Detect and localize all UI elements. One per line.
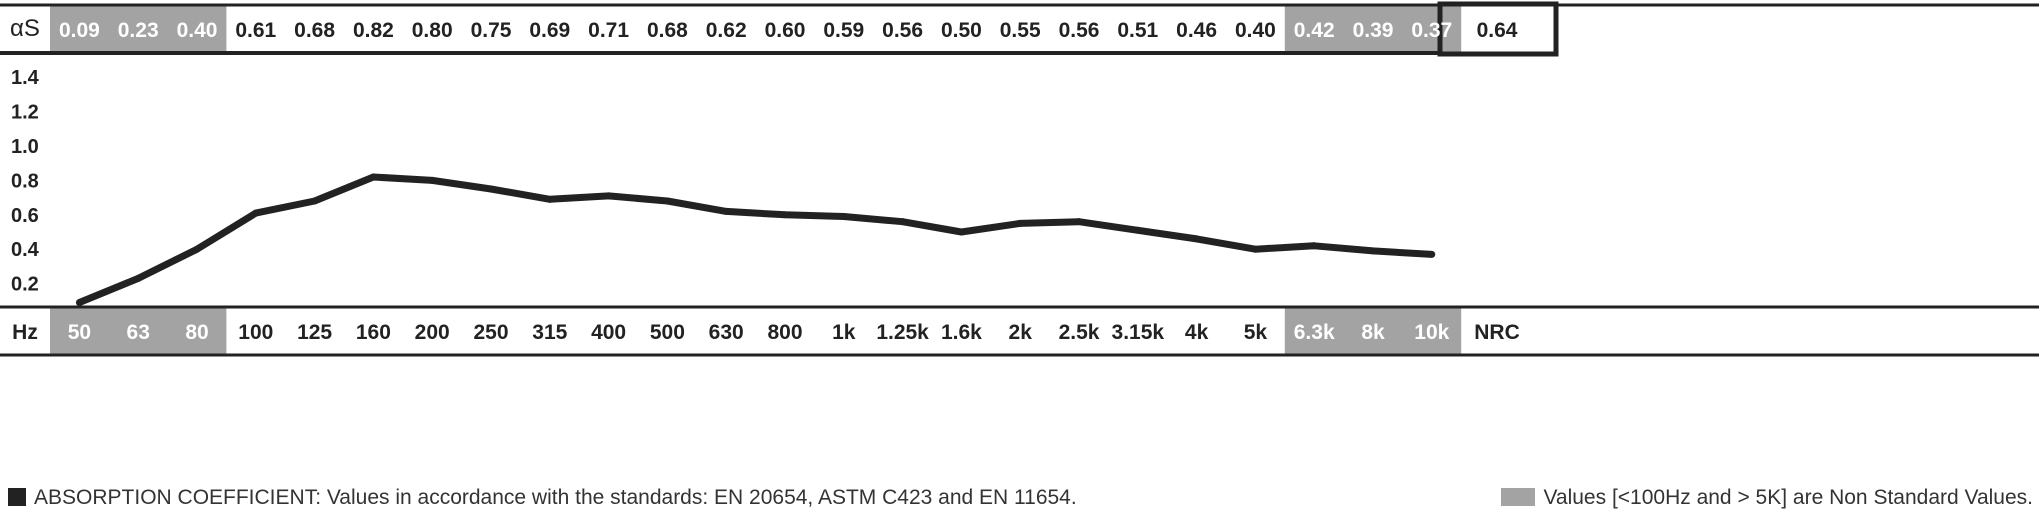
absorption-curve (78, 173, 1433, 306)
frequency-label: 6.3k (1294, 321, 1335, 344)
data-point (663, 197, 671, 205)
data-point (722, 207, 730, 215)
legend-absorption: ABSORPTION COEFFICIENT: Values in accord… (8, 486, 1077, 510)
frequency-label: 50 (68, 321, 91, 344)
frequency-label: 4k (1185, 321, 1209, 344)
row-header-hz: Hz (12, 321, 38, 344)
frequency-label: 400 (591, 321, 626, 344)
data-point (1251, 245, 1259, 253)
frequency-label: 630 (709, 321, 744, 344)
data-point (1428, 250, 1436, 258)
value-label: 0.40 (177, 19, 218, 42)
value-label: 0.71 (588, 19, 629, 42)
data-point (75, 299, 83, 307)
value-label: 0.56 (1059, 19, 1100, 42)
black-square-icon (8, 488, 26, 506)
value-label: 0.60 (765, 19, 806, 42)
value-label: 0.69 (529, 19, 570, 42)
nrc-label: NRC (1474, 321, 1520, 344)
frequency-label: 1k (832, 321, 856, 344)
legend-absorption-text: ABSORPTION COEFFICIENT: Values in accord… (34, 486, 1077, 509)
y-tick-label: 1.0 (11, 136, 39, 158)
data-point (369, 173, 377, 181)
data-point (1369, 247, 1377, 255)
data-point (840, 213, 848, 221)
y-tick-label: 0.4 (11, 239, 40, 261)
value-label: 0.68 (647, 19, 688, 42)
data-point (1134, 226, 1142, 234)
non-standard-band-top (50, 6, 227, 52)
data-point (1193, 235, 1201, 243)
y-tick-label: 1.2 (11, 102, 39, 124)
frequency-label: 250 (473, 321, 508, 344)
frequency-label: 800 (767, 321, 802, 344)
data-point (428, 176, 436, 184)
value-label: 0.39 (1353, 19, 1394, 42)
frequency-label: 1.25k (876, 321, 929, 344)
value-label: 0.23 (118, 19, 159, 42)
y-tick-label: 0.8 (11, 170, 39, 192)
data-point (252, 209, 260, 217)
data-point (781, 211, 789, 219)
data-point (134, 274, 142, 282)
value-label: 0.68 (294, 19, 335, 42)
frequency-label: 2k (1009, 321, 1033, 344)
data-point (193, 245, 201, 253)
nrc-box (1437, 1, 1559, 57)
value-label: 0.40 (1235, 19, 1276, 42)
value-label: 0.82 (353, 19, 394, 42)
value-label: 0.50 (941, 19, 982, 42)
data-point (546, 195, 554, 203)
value-label: 0.51 (1117, 19, 1158, 42)
frequency-label: 1.6k (941, 321, 982, 344)
frequency-label: 8k (1361, 321, 1385, 344)
nrc-value: 0.64 (1477, 19, 1518, 42)
value-label: 0.61 (235, 19, 276, 42)
frequency-label: 5k (1244, 321, 1268, 344)
frequency-label: 80 (185, 321, 208, 344)
y-tick-label: 0.2 (11, 274, 39, 296)
data-point (899, 218, 907, 226)
value-label: 0.55 (1000, 19, 1041, 42)
value-label: 0.62 (706, 19, 747, 42)
frequency-label: 100 (238, 321, 273, 344)
data-point (487, 185, 495, 193)
non-standard-band-bottom (1284, 308, 1462, 354)
data-point (1310, 242, 1318, 250)
value-label: 0.37 (1411, 19, 1452, 42)
frequency-label: 63 (127, 321, 150, 344)
row-header-alpha: αS (10, 15, 40, 42)
frequency-label: 2.5k (1059, 321, 1100, 344)
value-label: 0.80 (412, 19, 453, 42)
data-point (957, 228, 965, 236)
value-label: 0.75 (471, 19, 512, 42)
data-point (311, 197, 319, 205)
frequency-label: 3.15k (1112, 321, 1165, 344)
frequency-label: 200 (415, 321, 450, 344)
grey-square-icon (1501, 488, 1536, 506)
data-point (605, 192, 613, 200)
frequency-label: 125 (297, 321, 332, 344)
frequency-label: 10k (1414, 321, 1449, 344)
y-tick-label: 1.4 (11, 67, 40, 89)
value-label: 0.59 (823, 19, 864, 42)
frequency-label: 160 (356, 321, 391, 344)
value-label: 0.42 (1294, 19, 1335, 42)
frequency-label: 500 (650, 321, 685, 344)
value-label: 0.46 (1176, 19, 1217, 42)
value-label: 0.09 (59, 19, 100, 42)
legend-non-standard-text: Values [<100Hz and > 5K] are Non Standar… (1543, 486, 2033, 509)
value-label: 0.56 (882, 19, 923, 42)
y-tick-label: 0.6 (11, 205, 39, 227)
data-point (1075, 218, 1083, 226)
legend-non-standard: Values [<100Hz and > 5K] are Non Standar… (1501, 486, 2033, 510)
non-standard-band-bottom (50, 308, 227, 354)
frequency-label: 315 (532, 321, 567, 344)
data-point (1016, 219, 1024, 227)
non-standard-band-top (1284, 6, 1462, 52)
